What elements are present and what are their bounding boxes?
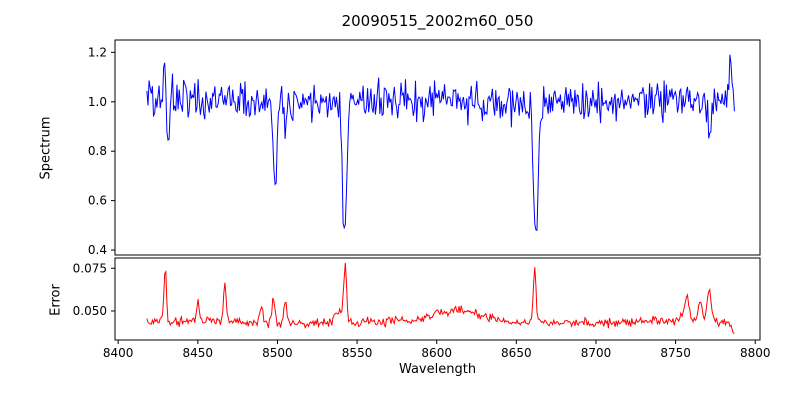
- x-axis-label: Wavelength: [398, 362, 477, 377]
- y-tick-label: 0.6: [88, 194, 107, 208]
- chart-title: 20090515_2002m60_050: [341, 12, 534, 30]
- spectrum-axes: [114, 39, 761, 256]
- x-tick-label: 8800: [740, 346, 771, 360]
- y-axis-label-error: Error: [48, 284, 64, 316]
- error-line: [146, 262, 735, 335]
- x-tick-label: 8700: [581, 346, 612, 360]
- x-tick-label: 8750: [660, 346, 691, 360]
- y-axis-label-spectrum: Spectrum: [38, 116, 54, 180]
- y-tick-label: 1.0: [88, 95, 107, 109]
- y-tick-label: 1.2: [88, 45, 107, 59]
- y-tick-label: 0.4: [88, 243, 107, 257]
- x-tick-label: 8600: [421, 346, 452, 360]
- spectrum-line: [146, 54, 735, 232]
- y-tick-label: 0.8: [88, 144, 107, 158]
- y-tick-label: 0.050: [73, 304, 107, 318]
- x-tick-label: 8650: [501, 346, 532, 360]
- x-tick-label: 8550: [342, 346, 373, 360]
- y-tick-label: 0.075: [73, 261, 107, 275]
- error-axes: [114, 257, 761, 341]
- x-tick-label: 8500: [262, 346, 293, 360]
- x-tick-label: 8450: [183, 346, 214, 360]
- x-tick-label: 8400: [103, 346, 134, 360]
